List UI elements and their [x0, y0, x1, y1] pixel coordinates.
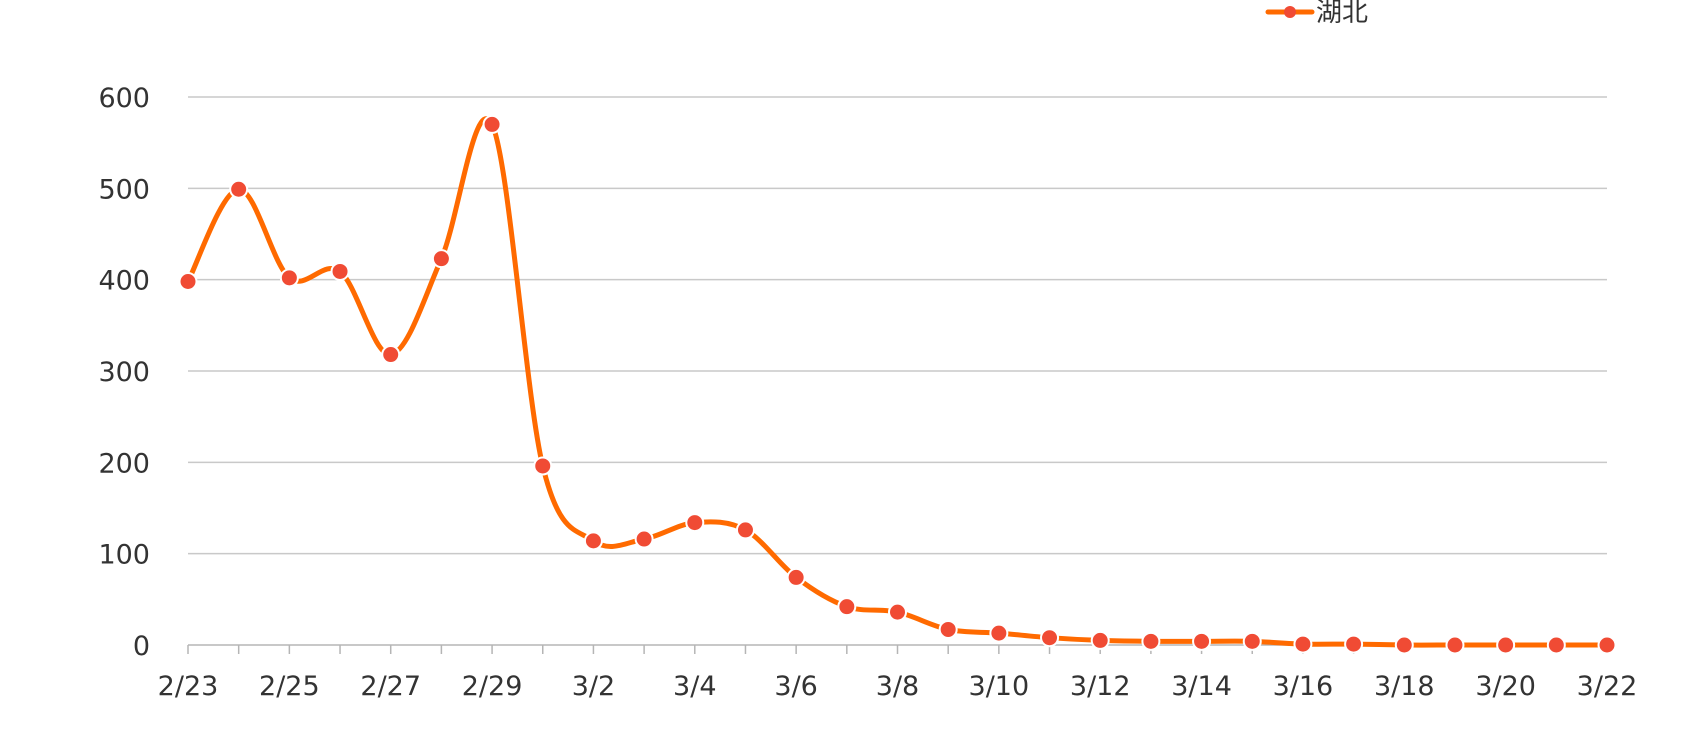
x-tick-label-3/14: 3/14: [1171, 671, 1232, 702]
data-point-2/24: [229, 179, 249, 199]
data-point-3/2: [583, 531, 603, 551]
y-tick-label-300: 300: [98, 357, 150, 388]
x-axis: 2/23 2/25 2/27 2/29 3/2 3/4 3/6 3/8 3/10 3/12 3/14…: [158, 644, 1638, 702]
data-point-2/26: [330, 261, 350, 281]
data-point-3/3: [634, 529, 654, 549]
x-tick-label-2/23: 2/23: [158, 671, 219, 702]
legend: 湖北: [1265, 0, 1368, 28]
data-point-2/23: [178, 271, 198, 291]
x-tick-label-2/25: 2/25: [259, 671, 320, 702]
data-point-3/17: [1344, 634, 1364, 654]
series-hubei: [178, 114, 1617, 655]
x-tick-label-3/8: 3/8: [876, 671, 919, 702]
data-point-3/13: [1141, 631, 1161, 651]
legend-marker-hubei: [1284, 6, 1296, 18]
x-tick-label-3/12: 3/12: [1070, 671, 1131, 702]
gridlines: [188, 96, 1607, 555]
data-point-3/9: [938, 619, 958, 639]
data-point-3/8: [888, 602, 907, 622]
y-axis: 0 100 200 300 400 500 600: [98, 83, 150, 662]
data-point-3/14: [1192, 631, 1212, 651]
y-tick-label-200: 200: [98, 448, 150, 479]
data-point-3/18: [1394, 635, 1414, 655]
data-point-2/25: [279, 268, 299, 288]
data-point-3/1: [533, 456, 553, 476]
data-point-3/12: [1090, 630, 1110, 650]
y-tick-label-100: 100: [98, 540, 150, 571]
x-tick-label-3/16: 3/16: [1273, 671, 1334, 702]
x-tick-label-3/10: 3/10: [969, 671, 1030, 702]
data-point-2/27: [381, 345, 401, 365]
data-point-3/21: [1546, 635, 1566, 655]
data-point-2/28: [431, 249, 451, 269]
data-point-3/7: [837, 597, 857, 617]
y-tick-label-500: 500: [98, 174, 150, 205]
y-tick-label-400: 400: [98, 266, 150, 297]
x-tick-label-3/22: 3/22: [1577, 671, 1638, 702]
x-tick-label-3/2: 3/2: [572, 671, 615, 702]
data-point-2/29: [482, 114, 502, 134]
data-point-3/15: [1242, 631, 1262, 651]
x-tick-label-3/18: 3/18: [1374, 671, 1435, 702]
x-tick-label-2/27: 2/27: [360, 671, 421, 702]
y-tick-label-0: 0: [133, 631, 150, 662]
x-tick-label-3/20: 3/20: [1475, 671, 1536, 702]
x-tick-label-3/4: 3/4: [673, 671, 716, 702]
data-point-3/5: [735, 520, 755, 540]
x-tick-label-3/6: 3/6: [774, 671, 817, 702]
legend-label-hubei: 湖北: [1316, 0, 1368, 28]
data-point-3/19: [1445, 635, 1465, 655]
data-point-3/4: [685, 513, 705, 533]
data-point-3/10: [989, 623, 1009, 643]
series-line-hubei: [185, 116, 1610, 648]
data-point-3/16: [1293, 634, 1313, 654]
x-tick-label-2/29: 2/29: [462, 671, 523, 702]
data-point-3/22: [1597, 635, 1617, 655]
data-point-3/6: [786, 567, 806, 587]
y-tick-label-600: 600: [98, 83, 150, 114]
data-point-3/20: [1496, 635, 1516, 655]
data-point-3/11: [1040, 628, 1060, 648]
